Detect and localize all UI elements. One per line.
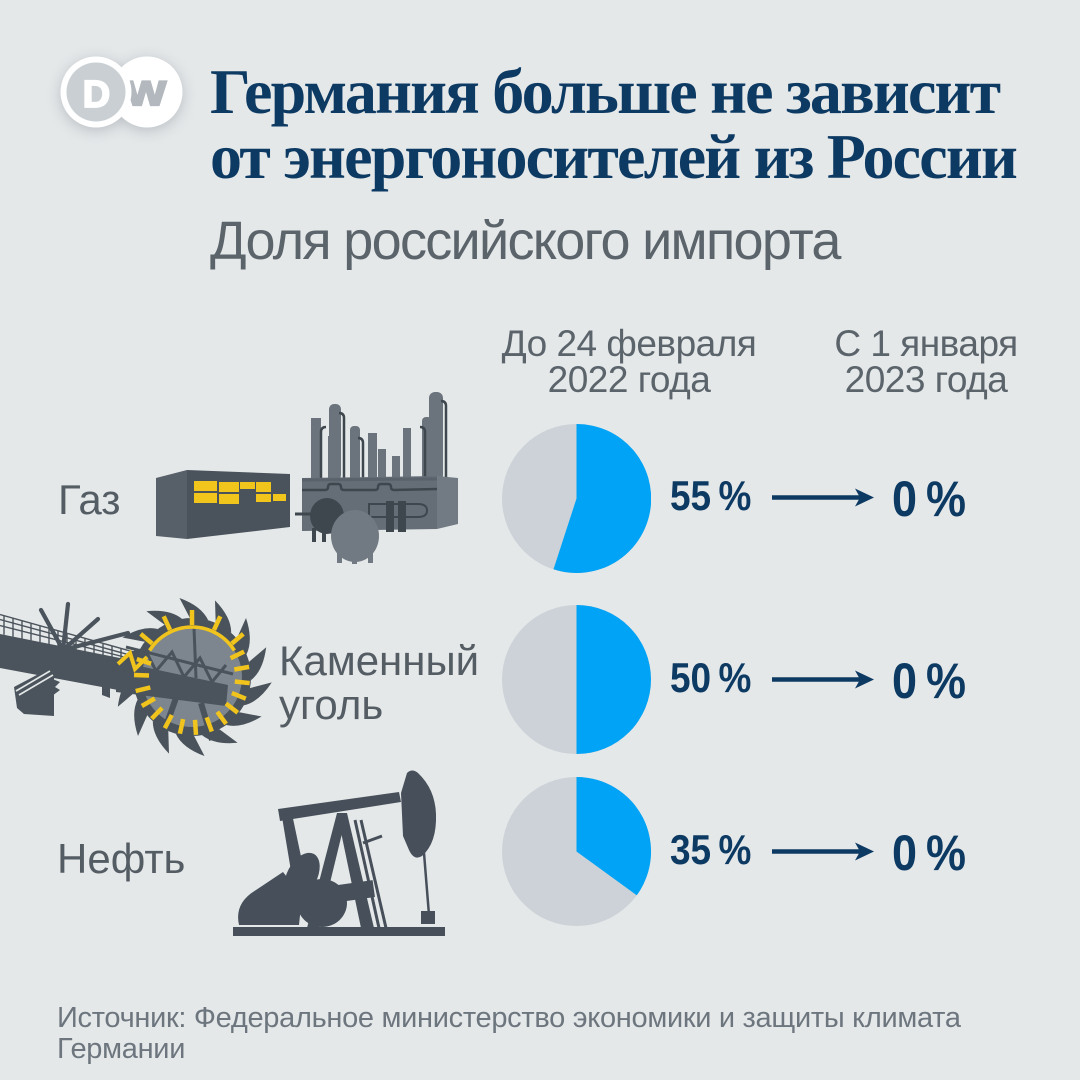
svg-text:W: W [126, 75, 167, 113]
svg-text:D: D [83, 74, 110, 116]
